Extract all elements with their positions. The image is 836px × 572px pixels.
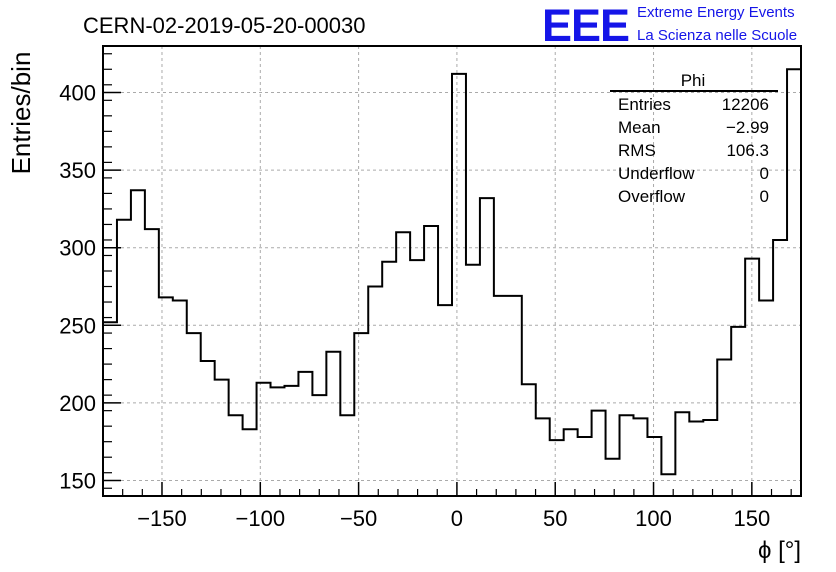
stats-row-value: −2.99 bbox=[726, 118, 769, 137]
stats-rows: Entries 12206 Mean −2.99 RMS 106.3 Underflow 0 O… bbox=[618, 95, 769, 206]
y-tick-label: 150 bbox=[59, 468, 96, 493]
stats-row-label: Entries bbox=[618, 95, 671, 114]
x-axis-label: ϕ [°] bbox=[758, 537, 801, 564]
x-tick-label: −150 bbox=[137, 506, 187, 531]
x-tick-label: −50 bbox=[340, 506, 377, 531]
stats-title: Phi bbox=[681, 71, 706, 90]
y-tick-label: 250 bbox=[59, 313, 96, 338]
project-subtitle: La Scienza nelle Scuole bbox=[637, 27, 797, 44]
y-axis-ticks: 150 200 250 300 350 400 bbox=[59, 53, 121, 493]
histogram-series bbox=[103, 68, 801, 476]
stats-row-label: Overflow bbox=[618, 187, 686, 206]
y-tick-label: 200 bbox=[59, 391, 96, 416]
stats-row-value: 0 bbox=[760, 187, 769, 206]
x-tick-label: 100 bbox=[635, 506, 672, 531]
stats-box: Phi Entries 12206 Mean −2.99 RMS 106.3 Underfl… bbox=[610, 71, 778, 206]
y-axis-label: Entries/bin bbox=[6, 52, 36, 175]
y-tick-label: 400 bbox=[59, 81, 96, 106]
stats-row-label: RMS bbox=[618, 141, 656, 160]
run-title: CERN-02-2019-05-20-00030 bbox=[83, 13, 366, 38]
stats-row-value: 12206 bbox=[722, 95, 769, 114]
project-name: Extreme Energy Events bbox=[637, 4, 795, 21]
y-tick-label: 350 bbox=[59, 158, 96, 183]
stats-row-value: 106.3 bbox=[726, 141, 769, 160]
stats-row-label: Mean bbox=[618, 118, 661, 137]
stats-row-label: Underflow bbox=[618, 164, 695, 183]
x-tick-label: 0 bbox=[451, 506, 463, 531]
stats-row-value: 0 bbox=[760, 164, 769, 183]
x-axis-ticks: −150 −100 −50 0 50 100 150 bbox=[122, 482, 792, 531]
eee-logo: EEE bbox=[542, 0, 629, 51]
x-tick-label: −100 bbox=[236, 506, 286, 531]
y-tick-label: 300 bbox=[59, 236, 96, 261]
x-tick-label: 50 bbox=[543, 506, 567, 531]
x-tick-label: 150 bbox=[733, 506, 770, 531]
